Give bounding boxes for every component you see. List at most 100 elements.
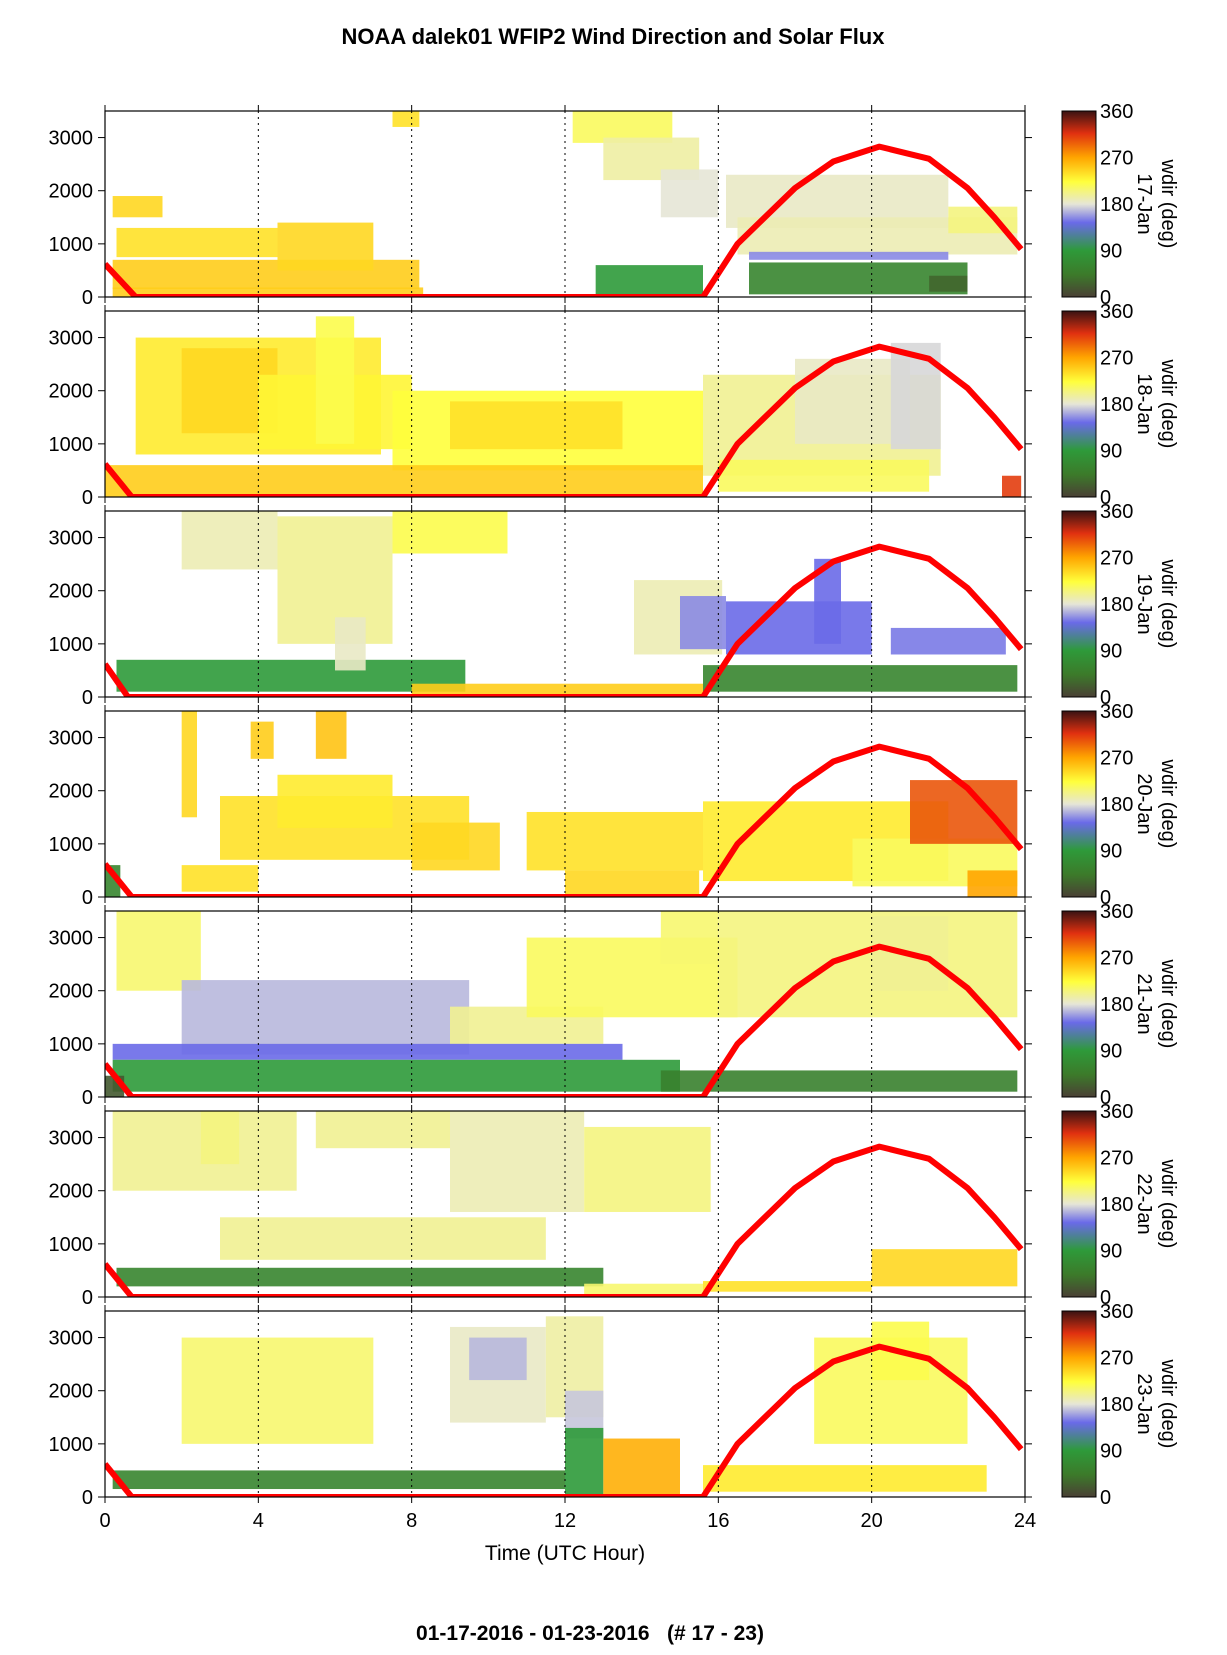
y-tick-label: 0 xyxy=(82,487,93,509)
colorbar-tick-label: 180 xyxy=(1100,1394,1133,1416)
colorbar-tick-label: 90 xyxy=(1100,641,1122,663)
colorbar-tick-label: 180 xyxy=(1100,794,1133,816)
colorbar-tick-label: 90 xyxy=(1100,241,1122,263)
panel-date-label: 18-Jan xyxy=(1133,373,1155,434)
colorbar-tick-label: 180 xyxy=(1100,594,1133,616)
solar-flux-line xyxy=(105,943,1024,1097)
colorbar xyxy=(1061,510,1097,698)
wind-region-0 xyxy=(116,659,466,692)
wind-data-group xyxy=(105,1111,1024,1297)
wind-region-6 xyxy=(116,1267,604,1287)
y-tick-label: 1000 xyxy=(49,234,94,256)
solar-flux-line xyxy=(105,143,1024,297)
panel-22-Jan: 0 1000 2000 3000 0 90 180 270 360 wdir (deg)22-Ja… xyxy=(49,1101,1180,1309)
y-tick-label: 0 xyxy=(82,887,93,909)
wind-region-11 xyxy=(1002,475,1022,497)
colorbar-tick-label: 360 xyxy=(1100,101,1133,123)
wind-data-group xyxy=(105,511,1024,697)
wind-region-12 xyxy=(967,870,1018,897)
colorbar-tick-label: 90 xyxy=(1100,441,1122,463)
colorbar-tick-label: 270 xyxy=(1100,1348,1133,1370)
y-tick-label: 3000 xyxy=(49,1328,94,1350)
panel-date-label: 20-Jan xyxy=(1133,773,1155,834)
x-tick-label: 4 xyxy=(253,1510,264,1532)
y-tick-label: 1000 xyxy=(49,1434,94,1456)
wind-region-4 xyxy=(660,911,719,965)
wind-region-9 xyxy=(660,1070,1018,1092)
wind-region-4 xyxy=(584,1126,711,1212)
wind-region-4 xyxy=(112,287,424,297)
colorbar-tick-label: 360 xyxy=(1100,501,1133,523)
y-tick-label: 3000 xyxy=(49,728,94,750)
colorbar-tick-label: 360 xyxy=(1100,301,1133,323)
solar-flux-line xyxy=(105,1143,1024,1297)
colorbar-tick-label: 360 xyxy=(1100,701,1133,723)
wind-region-7 xyxy=(703,1465,987,1492)
y-tick-label: 2000 xyxy=(49,181,94,203)
wind-region-15 xyxy=(929,275,968,292)
wind-region-1 xyxy=(200,1111,240,1165)
colorbar-tick-label: 0 xyxy=(1100,687,1111,709)
colorbar-label: wdir (deg) xyxy=(1157,1359,1179,1449)
y-tick-label: 1000 xyxy=(49,634,94,656)
y-tick-label: 2000 xyxy=(49,581,94,603)
y-tick-label: 0 xyxy=(82,1487,93,1509)
colorbar-tick-label: 90 xyxy=(1100,1041,1122,1063)
colorbar-tick-label: 270 xyxy=(1100,748,1133,770)
panel-20-Jan: 0 1000 2000 3000 0 90 180 270 360 wdir (deg)20-Ja… xyxy=(49,701,1180,909)
y-tick-label: 3000 xyxy=(49,528,94,550)
wind-region-7 xyxy=(680,596,726,650)
y-tick-label: 0 xyxy=(82,687,93,709)
colorbar-tick-label: 90 xyxy=(1100,841,1122,863)
wind-region-1 xyxy=(181,711,197,818)
colorbar xyxy=(1061,310,1097,498)
y-tick-label: 2000 xyxy=(49,1381,94,1403)
wind-region-13 xyxy=(749,251,949,260)
wind-data-group xyxy=(105,111,1024,297)
wind-region-8 xyxy=(565,870,700,897)
colorbar-tick-label: 180 xyxy=(1100,994,1133,1016)
panel-date-label: 23-Jan xyxy=(1133,1373,1155,1434)
panel-date-label: 22-Jan xyxy=(1133,1173,1155,1234)
wind-region-5 xyxy=(411,683,703,697)
panel-date-label: 17-Jan xyxy=(1133,173,1155,234)
wind-region-10 xyxy=(890,627,1006,655)
y-tick-label: 3000 xyxy=(49,928,94,950)
wind-data-group xyxy=(105,316,1024,497)
x-tick-label: 24 xyxy=(1014,1510,1036,1532)
panel-23-Jan: 0 1000 2000 3000 0 90 180 270 360 wdir (deg)23-Ja… xyxy=(49,1301,1180,1532)
colorbar xyxy=(1061,1310,1097,1498)
colorbar-tick-label: 360 xyxy=(1100,901,1133,923)
colorbar-label: wdir (deg) xyxy=(1157,759,1179,849)
wind-region-0 xyxy=(112,1470,566,1490)
wind-region-7 xyxy=(112,1043,623,1060)
colorbar-tick-label: 270 xyxy=(1100,948,1133,970)
wind-region-3 xyxy=(112,196,163,218)
wind-region-10 xyxy=(181,1337,374,1444)
wind-data-group xyxy=(105,711,1024,897)
x-tick-label: 8 xyxy=(406,1510,417,1532)
colorbar-tick-label: 270 xyxy=(1100,348,1133,370)
wind-data-group xyxy=(105,911,1024,1097)
wind-region-5 xyxy=(277,774,393,828)
wind-region-11 xyxy=(910,780,1018,844)
x-tick-label: 20 xyxy=(861,1510,883,1532)
wind-region-5 xyxy=(220,1217,546,1260)
wind-region-3 xyxy=(315,316,355,444)
colorbar-tick-label: 0 xyxy=(1100,1087,1111,1109)
colorbar xyxy=(1061,110,1097,298)
colorbar-label: wdir (deg) xyxy=(1157,159,1179,249)
wind-region-0 xyxy=(116,911,201,991)
wind-region-10 xyxy=(718,459,930,492)
solar-flux-line xyxy=(105,743,1024,897)
x-tick-label: 16 xyxy=(707,1510,729,1532)
colorbar-label: wdir (deg) xyxy=(1157,959,1179,1049)
colorbar-label: wdir (deg) xyxy=(1157,1159,1179,1249)
y-tick-label: 3000 xyxy=(49,1128,94,1150)
wind-region-4 xyxy=(335,617,366,671)
wind-region-8 xyxy=(726,601,872,655)
y-tick-label: 2000 xyxy=(49,781,94,803)
y-tick-label: 3000 xyxy=(49,328,94,350)
colorbar-tick-label: 0 xyxy=(1100,1487,1111,1509)
